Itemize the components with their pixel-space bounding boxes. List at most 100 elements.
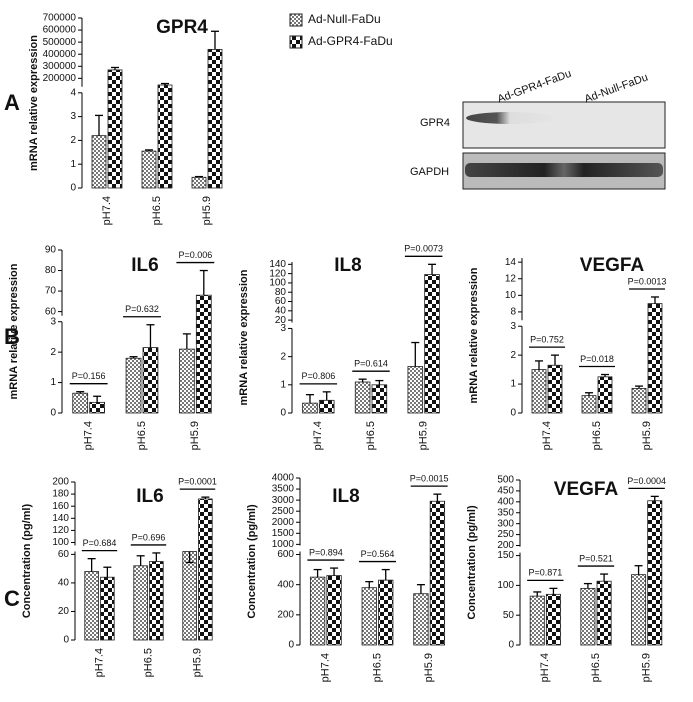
error-bar xyxy=(182,333,191,350)
bar xyxy=(302,402,318,414)
y-tick-label: 70 xyxy=(45,286,57,297)
x-tick-label: pH5.9 xyxy=(191,648,203,677)
error-bar xyxy=(199,269,208,296)
bar xyxy=(361,587,377,646)
bar xyxy=(89,401,105,414)
y-tick-label: 450 xyxy=(497,486,514,497)
y-tick-label: 40 xyxy=(58,578,70,589)
x-tick-label: pH7.4 xyxy=(83,421,95,450)
error-bar xyxy=(201,496,210,499)
bar xyxy=(378,579,394,646)
y-tick-label: 0 xyxy=(288,640,294,651)
chart-title: IL6 xyxy=(136,486,163,507)
bar xyxy=(318,399,335,414)
error-bar xyxy=(330,567,339,576)
x-tick-label: pH6.5 xyxy=(590,653,602,682)
x-tick-label: pH7.4 xyxy=(312,421,324,450)
y-tick-label: 150 xyxy=(497,550,514,561)
y-tick-label: 1 xyxy=(280,379,286,390)
error-bar xyxy=(152,552,161,562)
error-bar xyxy=(322,391,331,401)
y-tick-label: 1 xyxy=(70,159,76,170)
blot-row-label: GAPDH xyxy=(410,166,449,178)
y-tick-label: 20 xyxy=(275,315,287,326)
y-tick-label: 2000 xyxy=(272,517,295,528)
legend-swatch xyxy=(289,35,303,49)
error-bar xyxy=(313,568,322,578)
y-tick-label: 120 xyxy=(269,268,286,279)
p-value: P=0.0004 xyxy=(627,476,666,486)
chart-title: GPR4 xyxy=(156,17,208,38)
bar xyxy=(631,574,647,646)
y-tick-label: 350 xyxy=(497,507,514,518)
bar xyxy=(198,498,213,641)
y-tick-label: 60 xyxy=(45,306,57,317)
y-tick-label: 300 xyxy=(497,518,514,529)
panel-label: B xyxy=(4,324,20,349)
error-bar xyxy=(381,568,390,581)
error-bar xyxy=(93,395,102,403)
bar xyxy=(326,575,342,646)
bar xyxy=(429,500,446,646)
x-tick-label: pH6.5 xyxy=(136,421,148,450)
legend-label: Ad-GPR4-FaDu xyxy=(308,34,393,48)
error-bar xyxy=(416,584,425,594)
bar xyxy=(631,388,647,414)
p-value: P=0.156 xyxy=(72,371,106,381)
bar xyxy=(72,392,89,414)
y-tick-label: 3 xyxy=(70,111,76,122)
y-tick-label: 600000 xyxy=(43,25,77,36)
bar xyxy=(84,571,99,641)
y-tick-label: 200 xyxy=(52,477,69,488)
error-bar xyxy=(650,495,659,501)
y-tick-label: 3 xyxy=(510,321,516,332)
y-tick-label: 1 xyxy=(510,379,516,390)
error-bar xyxy=(76,391,85,394)
chart-title: IL6 xyxy=(131,255,158,276)
bar xyxy=(371,384,388,414)
bar xyxy=(354,381,371,414)
y-axis-label: mRNA relative expression xyxy=(238,269,250,405)
y-tick-label: 10 xyxy=(505,290,517,301)
bar xyxy=(309,576,326,646)
p-value: P=0.614 xyxy=(354,359,388,369)
x-tick-label: pH6.5 xyxy=(371,653,383,682)
y-tick-label: 0 xyxy=(63,635,69,646)
p-value: P=0.684 xyxy=(83,538,117,548)
bar xyxy=(529,595,545,646)
western-blot: GPR4 GAPDH Ad-GPR4-FaDu Ad-Null-FaDu xyxy=(410,68,666,190)
bar xyxy=(133,565,148,641)
bar xyxy=(545,593,561,646)
blot-lane-label: Ad-Null-FaDu xyxy=(583,71,650,105)
y-tick-label: 60 xyxy=(275,296,287,307)
y-tick-label: 80 xyxy=(275,287,287,298)
y-tick-label: 700000 xyxy=(43,13,77,24)
y-tick-label: 140 xyxy=(52,513,69,524)
error-bar xyxy=(136,555,145,566)
error-bar xyxy=(635,385,643,389)
y-tick-label: 20 xyxy=(58,606,70,617)
error-bar xyxy=(533,591,542,597)
y-tick-label: 140 xyxy=(269,259,286,270)
y-tick-label: 160 xyxy=(52,501,69,512)
bar xyxy=(195,294,212,414)
y-tick-label: 0 xyxy=(70,183,76,194)
chart-title: IL8 xyxy=(332,486,359,507)
y-tick-label: 200000 xyxy=(43,73,77,84)
bar xyxy=(91,135,107,189)
y-tick-label: 120 xyxy=(52,525,69,536)
y-tick-label: 90 xyxy=(45,245,57,256)
y-tick-label: 0 xyxy=(510,408,516,419)
panel-label: A xyxy=(4,90,20,115)
bar xyxy=(182,551,197,641)
y-tick-label: 180 xyxy=(52,489,69,500)
y-tick-label: 250 xyxy=(497,529,514,540)
bar xyxy=(424,274,440,414)
error-bar xyxy=(375,379,384,385)
bar xyxy=(157,84,173,189)
p-value: P=0.0001 xyxy=(178,476,217,486)
x-tick-label: pH6.5 xyxy=(151,196,163,225)
error-bar xyxy=(411,341,420,367)
p-value: P=0.752 xyxy=(530,335,564,345)
y-tick-label: 100 xyxy=(497,580,514,591)
